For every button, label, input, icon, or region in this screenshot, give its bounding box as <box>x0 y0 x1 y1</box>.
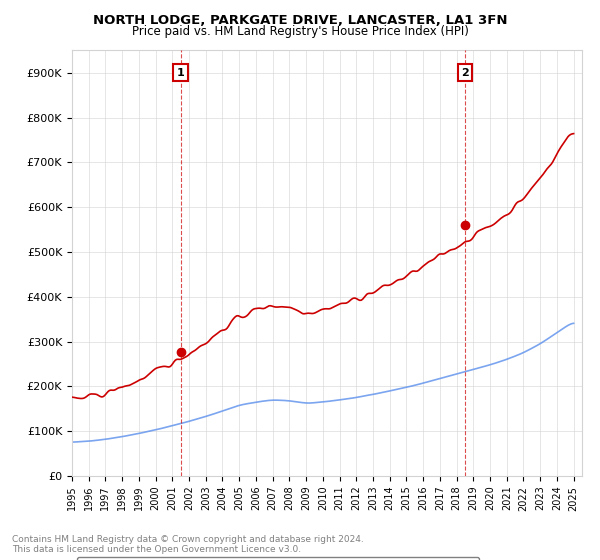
Legend: NORTH LODGE, PARKGATE DRIVE, LANCASTER, LA1 3FN (detached house), HPI: Average p: NORTH LODGE, PARKGATE DRIVE, LANCASTER, … <box>77 557 479 560</box>
Text: 2: 2 <box>461 68 469 78</box>
Text: Contains HM Land Registry data © Crown copyright and database right 2024.
This d: Contains HM Land Registry data © Crown c… <box>12 535 364 554</box>
Text: Price paid vs. HM Land Registry's House Price Index (HPI): Price paid vs. HM Land Registry's House … <box>131 25 469 38</box>
Text: NORTH LODGE, PARKGATE DRIVE, LANCASTER, LA1 3FN: NORTH LODGE, PARKGATE DRIVE, LANCASTER, … <box>93 14 507 27</box>
Text: 1: 1 <box>177 68 185 78</box>
